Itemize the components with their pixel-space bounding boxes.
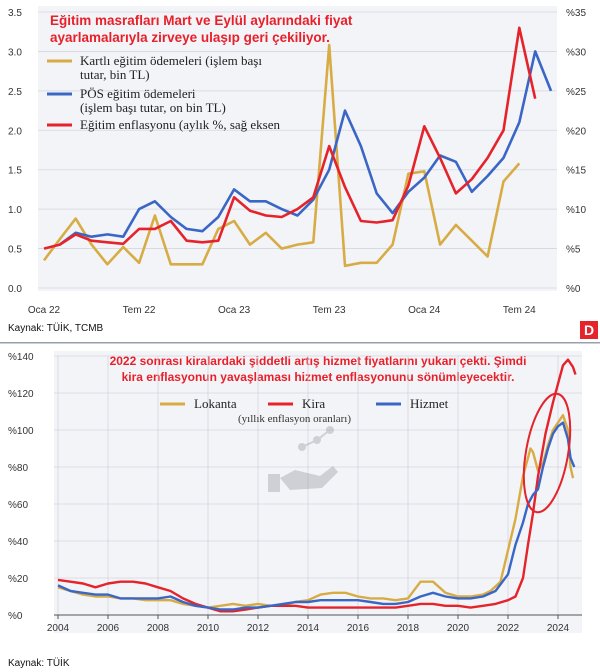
legend: Lokanta Kira Hizmet (yıllık enflasyon or… (160, 396, 449, 425)
x-axis-tick-label: Tem 23 (313, 305, 346, 316)
legend-label-kartli-line-2: tutar, bin TL) (80, 67, 150, 82)
x-axis-tick-label: 2016 (347, 623, 370, 634)
left-axis-tick-label: 1.5 (8, 166, 22, 177)
y-axis-tick-label: %40 (8, 537, 28, 548)
series-line-egitim (43, 26, 537, 250)
x-axis-tick-label: 2018 (397, 623, 420, 634)
legend-label-kartli-line-1: Kartlı eğitim ödemeleri (işlem başı (80, 53, 262, 68)
chart-title-line-1: Eğitim masrafları Mart ve Eylül aylarınd… (50, 13, 353, 28)
right-axis-tick-label: %0 (566, 284, 581, 295)
right-axis-tick-label: %10 (566, 205, 586, 216)
plot-area (54, 351, 582, 633)
publisher-logo-letter: D (584, 322, 594, 338)
publisher-logo (580, 321, 598, 339)
left-axis-tick-label: 3.0 (8, 47, 22, 58)
legend-subtitle: (yıllık enflasyon oranları) (238, 413, 351, 425)
left-axis-tick-label: 2.5 (8, 87, 22, 98)
y-axis-tick-label: %0 (8, 611, 23, 622)
x-axis-tick-label: 2006 (97, 623, 120, 634)
x-axis-tick-label: 2022 (497, 623, 520, 634)
legend-label-hizmet: Hizmet (410, 396, 449, 411)
x-axis-tick-label: Oca 22 (28, 305, 61, 316)
y-axis-tick-label: %140 (8, 352, 34, 363)
rent-services-chart: 2022 sonrası kiralardaki şiddetli artış … (8, 351, 582, 669)
legend: Kartlı eğitim ödemeleri (işlem başı tuta… (47, 53, 281, 132)
right-axis-tick-label: %20 (566, 126, 586, 137)
legend-label-pos-line-1: PÖS eğitim ödemeleri (80, 86, 196, 101)
series-line-lokanta (57, 414, 575, 609)
legend-label-pos-line-2: (işlem başı tutar, on bin TL) (80, 100, 226, 115)
legend-label-kira: Kira (302, 396, 325, 411)
series-line-kartli (42, 43, 521, 268)
x-axis-tick-label: 2010 (197, 623, 220, 634)
source-note: Kaynak: TÜİK, TCMB (8, 321, 104, 334)
left-axis-tick-label: 2.0 (8, 126, 22, 137)
right-axis-tick-label: %30 (566, 47, 586, 58)
x-axis-tick-label: Oca 24 (408, 305, 441, 316)
y-axis-tick-label: %120 (8, 389, 34, 400)
chart-title-line-1: 2022 sonrası kiralardaki şiddetli artış … (110, 354, 527, 368)
left-axis-tick-label: 1.0 (8, 205, 22, 216)
series-line-kira (57, 358, 577, 613)
legend-label-lokanta: Lokanta (194, 396, 237, 411)
series-line-pos (59, 50, 553, 246)
chart-title-line-2: kira enflasyonun yavaşlaması hizmet enfl… (122, 370, 515, 384)
highlight-ellipse (522, 392, 572, 514)
x-axis-tick-label: 2014 (297, 623, 320, 634)
x-axis-tick-label: 2012 (247, 623, 270, 634)
y-axis-tick-label: %80 (8, 463, 28, 474)
hand-coin-watermark-icon (268, 426, 338, 492)
legend-label-egitim: Eğitim enflasyonu (aylık %, sağ eksen (80, 117, 281, 132)
x-axis-tick-label: 2020 (447, 623, 470, 634)
source-note: Kaynak: TÜİK (8, 656, 70, 669)
y-axis-tick-label: %100 (8, 426, 34, 437)
right-axis-tick-label: %25 (566, 87, 586, 98)
x-axis-tick-label: 2024 (547, 623, 570, 634)
x-axis-tick-label: Oca 23 (218, 305, 251, 316)
left-axis-tick-label: 3.5 (8, 8, 22, 19)
x-axis-tick-label: Tem 22 (123, 305, 156, 316)
x-axis-tick-label: Tem 24 (503, 305, 536, 316)
y-axis-tick-label: %60 (8, 500, 28, 511)
right-axis-tick-label: %35 (566, 8, 586, 19)
series-line-hizmet (57, 421, 576, 611)
left-axis-tick-label: 0.5 (8, 245, 22, 256)
x-axis-tick-label: 2004 (47, 623, 70, 634)
x-axis-tick-label: 2008 (147, 623, 170, 634)
chart-title-line-2: ayarlamalarıyla zirveye ulaşıp geri çeki… (50, 30, 330, 45)
right-axis-tick-label: %5 (566, 245, 581, 256)
education-chart: Eğitim masrafları Mart ve Eylül aylarınd… (8, 6, 598, 339)
separator (0, 342, 600, 344)
left-axis-tick-label: 0.0 (8, 284, 22, 295)
right-axis-tick-label: %15 (566, 166, 586, 177)
y-axis-tick-label: %20 (8, 574, 28, 585)
